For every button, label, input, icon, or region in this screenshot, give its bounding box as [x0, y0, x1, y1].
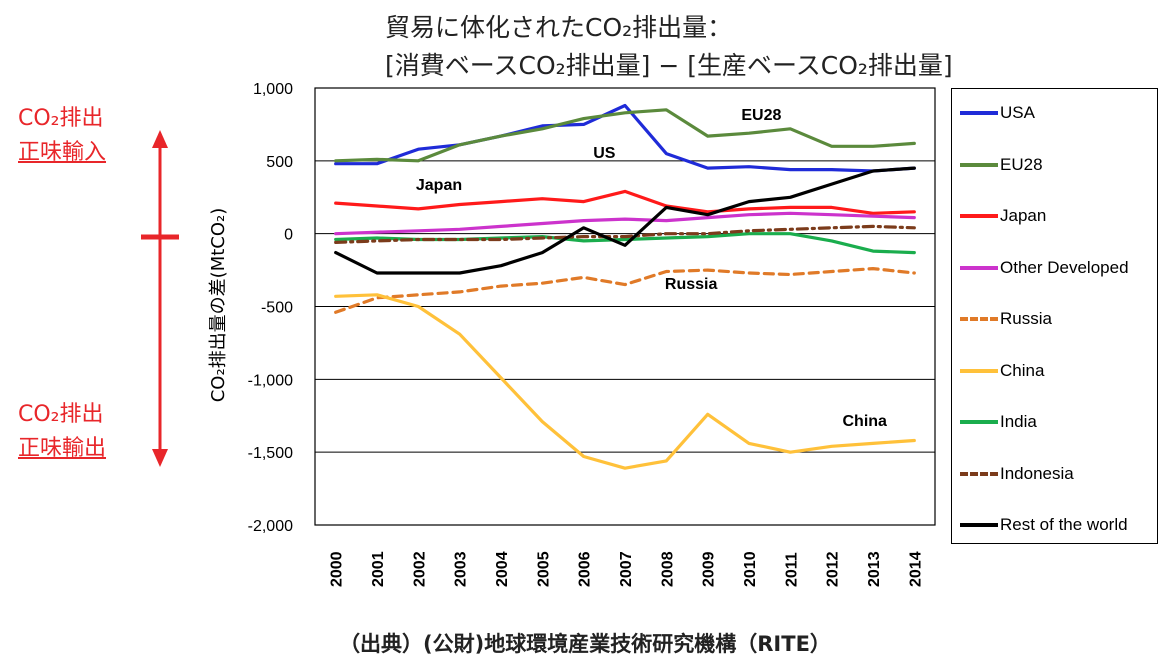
y-tick-label: -2,000: [248, 518, 293, 535]
legend-label: Other Developed: [1000, 257, 1129, 277]
series-line-other-developed: [334, 211, 916, 236]
series-line-china: [334, 293, 916, 470]
annotation-label: Russia: [665, 276, 718, 293]
x-tick-label: 2008: [659, 551, 676, 587]
y-tick-label: -500: [261, 300, 293, 317]
x-tick-label: 2014: [907, 551, 924, 587]
annotation-label: EU28: [741, 107, 781, 124]
legend-swatch: [960, 162, 998, 167]
x-tick-label: 2002: [411, 551, 428, 587]
arrow-head-down: [152, 449, 168, 467]
x-tick-label: 2003: [453, 551, 470, 587]
legend-swatch: [960, 111, 998, 115]
y-tick-label: 1,000: [253, 81, 293, 98]
series-line-indonesia: [334, 224, 916, 244]
legend-swatch: [960, 523, 998, 527]
net-import-label: CO₂排出 正味輸入: [18, 102, 106, 170]
arrow-head-up: [152, 130, 168, 148]
annotation-label: US: [593, 145, 616, 162]
series-line-japan: [334, 189, 916, 215]
legend-swatch: [960, 214, 998, 218]
legend-swatch: [960, 317, 998, 321]
y-tick-label: -1,500: [248, 445, 293, 462]
double-arrow-icon: [141, 130, 179, 467]
x-tick-label: 2011: [783, 552, 800, 587]
legend-item: Rest of the world: [960, 513, 1128, 537]
legend-swatch: [960, 368, 998, 373]
legend-item: China: [960, 359, 1044, 383]
legend-swatch: [960, 265, 998, 270]
net-export-label-line1: CO₂排出: [18, 402, 104, 427]
legend-item: Other Developed: [960, 256, 1129, 280]
legend-label: EU28: [1000, 154, 1043, 174]
series-line-russia: [334, 267, 916, 314]
legend-label: India: [1000, 412, 1037, 431]
legend-item: Japan: [960, 204, 1046, 228]
legend-item: India: [960, 410, 1037, 434]
legend-label: Indonesia: [1000, 463, 1074, 483]
gridlines: [314, 87, 936, 526]
y-tick-labels: 1,000 500 0 -500 -1,000 -1,500 -2,000: [248, 81, 293, 535]
x-tick-label: 2000: [329, 551, 346, 587]
net-import-label-line1: CO₂排出: [18, 106, 104, 131]
annotation-label: Japan: [416, 177, 462, 194]
y-tick-label: 500: [266, 154, 293, 171]
series-annotations: EU28 US Japan Russia China: [416, 107, 887, 430]
legend-item: Indonesia: [960, 462, 1074, 486]
legend-item: Russia: [960, 307, 1052, 331]
annotation-label: China: [843, 413, 888, 430]
x-tick-label: 2004: [494, 551, 511, 587]
chart-title-line-1: 貿易に体化されたCO₂排出量：: [385, 13, 733, 42]
x-tick-label: 2013: [866, 551, 883, 587]
x-tick-label: 2001: [370, 551, 387, 587]
legend-label: Japan: [1000, 206, 1047, 225]
series-line-rest-of-the-world: [334, 166, 916, 275]
series-line-eu28: [334, 108, 916, 163]
x-tick-label: 2005: [535, 551, 552, 587]
x-tick-label: 2006: [577, 551, 594, 587]
x-tick-label: 2009: [701, 551, 718, 587]
legend-swatch: [960, 420, 998, 424]
x-tick-label: 2010: [742, 551, 759, 587]
legend: USA EU28 Japan Other Developed Russia China In…: [951, 88, 1158, 544]
source-note: （出典）(公財)地球環境産業技術研究機構（RITE）: [339, 632, 831, 656]
legend-label: Russia: [1000, 309, 1052, 328]
y-tick-label: -1,000: [248, 372, 293, 389]
legend-label: China: [1000, 360, 1045, 380]
net-export-label: CO₂排出 正味輸出: [18, 398, 106, 466]
y-tick-label: 0: [284, 227, 293, 244]
x-tick-label: 2012: [825, 551, 842, 587]
series-line-usa: [334, 103, 916, 173]
legend-item: EU28: [960, 153, 1043, 177]
net-export-label-line2: 正味輸出: [18, 436, 107, 461]
legend-label: USA: [1000, 103, 1035, 122]
x-tick-labels: 2000 2001 2002 2003 2004 2005 2006 2007 2008 2009…: [329, 551, 925, 587]
y-axis-label: CO₂排出量の差(MtCO₂): [208, 208, 229, 403]
x-tick-label: 2007: [618, 551, 635, 587]
series-lines: [334, 103, 916, 470]
legend-item: USA: [960, 101, 1035, 125]
net-import-label-line2: 正味輸入: [18, 140, 107, 165]
chart-title-line-2: [消費ベースCO₂排出量] − [生産ベースCO₂排出量]: [385, 51, 953, 80]
legend-swatch: [960, 471, 998, 476]
legend-label: Rest of the world: [1000, 515, 1128, 534]
